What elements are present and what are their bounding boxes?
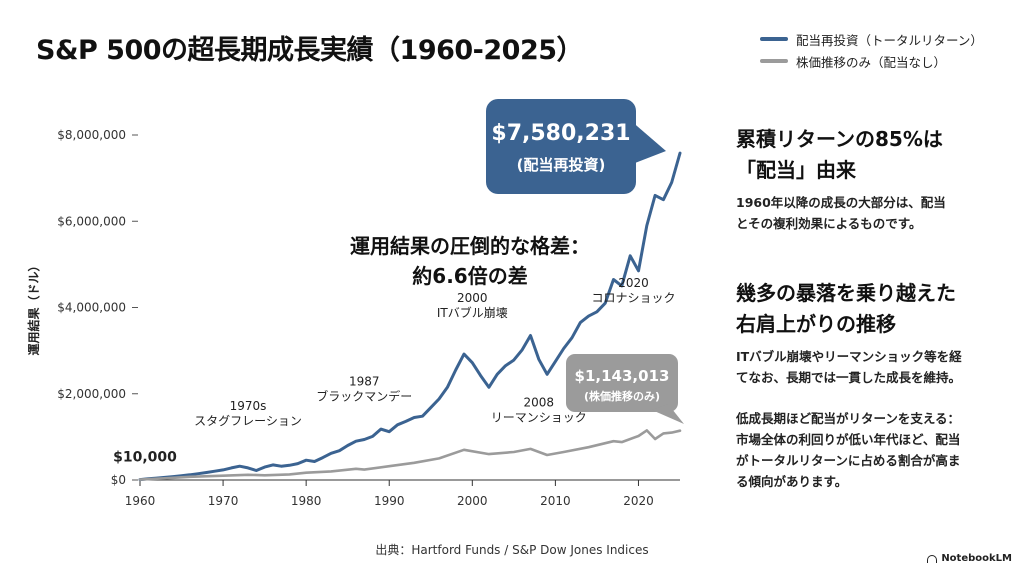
insight-text-low-growth-line-4: る傾向があります。	[736, 474, 848, 489]
event-annotation-1: 1970s スタグフレーション	[194, 399, 302, 428]
brand-label: NotebookLM	[941, 553, 1012, 564]
right-panel: 累積リターンの85%は 「配当」由来 1960年以降の成長の大部分は、配当 とそ…	[736, 124, 1006, 492]
gap-message-line-1: 運用結果の圧倒的な格差：	[350, 234, 590, 258]
x-tick-label-1: 1970	[208, 494, 239, 508]
legend-item-price-only: 株価推移のみ（配当なし）	[760, 50, 983, 72]
legend-swatch-price-only	[760, 59, 788, 63]
callout-price-only-label: (株価推移のみ)	[584, 389, 660, 403]
event-annotation-5: 2020 コロナショック	[591, 276, 675, 305]
callout-price-only-value: $1,143,013	[575, 367, 670, 385]
insight-heading-crashes-line-2: 右肩上がりの推移	[736, 312, 896, 336]
legend: 配当再投資（トータルリターン） 株価推移のみ（配当なし）	[760, 28, 983, 72]
y-axis-label: 運用結果（ドル）	[26, 259, 41, 355]
x-tick-label-2: 1980	[291, 494, 322, 508]
insight-heading-dividends: 累積リターンの85%は 「配当」由来	[736, 124, 1006, 186]
insight-text-crashes: ITバブル崩壊やリーマンショック等を経 てなお、長期では一貫した成長を維持。	[736, 346, 1006, 388]
event-annotation-0: $10,000	[113, 450, 177, 466]
insight-heading-dividends-line-1: 累積リターンの85%は	[736, 127, 943, 151]
x-tick-label-5: 2010	[540, 494, 571, 508]
event-annotation-4: 2008 リーマンショック	[491, 395, 587, 424]
gap-message-line-2: 約6.6倍の差	[412, 264, 527, 288]
y-tick-label-0: $0	[111, 473, 126, 487]
y-tick-label-4: $8,000,000	[57, 128, 126, 142]
callout-total-return-value: $7,580,231	[491, 121, 630, 146]
legend-item-total-return: 配当再投資（トータルリターン）	[760, 28, 983, 50]
callout-price-only-box	[566, 354, 678, 412]
line-chart: $0 $2,000,000 $4,000,000 $6,000,000 $8,000,0…	[26, 99, 684, 508]
insight-text-dividends-line-1: 1960年以降の成長の大部分は、配当	[736, 195, 946, 210]
x-tick-label-3: 1990	[374, 494, 405, 508]
legend-swatch-total-return	[760, 37, 788, 41]
y-tick-label-3: $6,000,000	[57, 214, 126, 228]
series-line-0	[138, 151, 682, 482]
event-annotation-2: 1987 ブラックマンデー	[316, 374, 412, 403]
x-tick-label-0: 1960	[125, 494, 156, 508]
insight-text-crashes-line-1: ITバブル崩壊やリーマンショック等を経	[736, 349, 962, 364]
insight-text-low-growth-line-2: 市場全体の利回りが低い年代ほど、配当	[736, 432, 961, 447]
y-tick-label-2: $4,000,000	[57, 301, 126, 315]
callout-total-return-box	[486, 99, 636, 194]
insight-text-low-growth-line-3: がトータルリターンに占める割合が高ま	[736, 453, 961, 468]
callout-total-return-pointer	[630, 120, 666, 165]
legend-label-total-return: 配当再投資（トータルリターン）	[796, 32, 983, 48]
insight-text-dividends-line-2: とその複利効果によるものです。	[736, 216, 922, 231]
insight-heading-crashes-line-1: 幾多の暴落を乗り越えた	[736, 281, 956, 305]
x-tick-label-6: 2020	[623, 494, 654, 508]
insight-text-low-growth-line-1: 低成長期ほど配当がリターンを支える：	[736, 411, 961, 426]
x-tick-label-4: 2000	[457, 494, 488, 508]
legend-label-price-only: 株価推移のみ（配当なし）	[796, 54, 947, 70]
insight-text-crashes-line-2: てなお、長期では一貫した成長を維持。	[736, 370, 962, 385]
series-line-1	[138, 429, 682, 481]
callout-price-only-pointer	[652, 404, 684, 424]
brand-logo: NotebookLM	[927, 553, 1012, 564]
source-note: 出典：Hartford Funds / S&P Dow Jones Indice…	[375, 543, 649, 557]
insight-text-dividends: 1960年以降の成長の大部分は、配当 とその複利効果によるものです。	[736, 192, 1006, 234]
notebooklm-icon	[927, 554, 938, 563]
insight-heading-crashes: 幾多の暴落を乗り越えた 右肩上がりの推移	[736, 278, 1006, 340]
insight-text-low-growth: 低成長期ほど配当がリターンを支える： 市場全体の利回りが低い年代ほど、配当 がト…	[736, 408, 1006, 492]
callout-total-return-label: (配当再投資)	[517, 156, 606, 174]
insight-heading-dividends-line-2: 「配当」由来	[736, 158, 856, 182]
page-title: S&P 500の超長期成長実績（1960-2025）	[36, 35, 584, 66]
event-annotation-3: 2000 ITバブル崩壊	[437, 291, 508, 320]
y-tick-label-1: $2,000,000	[57, 387, 126, 401]
